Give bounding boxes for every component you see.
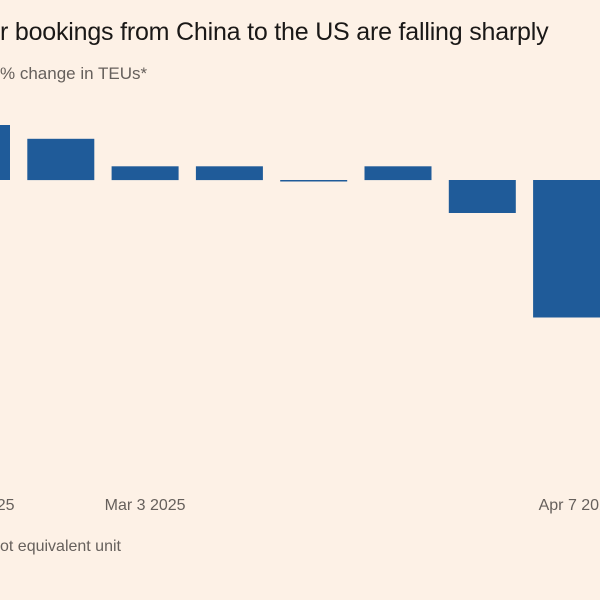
bar xyxy=(0,125,10,180)
bars-group xyxy=(0,125,600,318)
x-tick-label: Apr 7 2025 xyxy=(539,497,600,514)
x-axis-ticks: 025 Mar 3 2025 Apr 7 2025 xyxy=(0,497,600,514)
bar xyxy=(27,138,95,181)
x-tick-label: 025 xyxy=(0,497,15,514)
bar xyxy=(448,180,516,213)
chart-title: r bookings from China to the US are fall… xyxy=(0,18,549,46)
bar xyxy=(364,166,432,181)
bar xyxy=(111,166,179,181)
bar xyxy=(195,166,263,181)
footnote: ot equivalent unit xyxy=(0,538,121,555)
bar xyxy=(280,180,348,182)
bar xyxy=(533,180,600,318)
chart-subtitle: % change in TEUs* xyxy=(0,64,148,83)
x-tick-label: Mar 3 2025 xyxy=(105,497,186,514)
